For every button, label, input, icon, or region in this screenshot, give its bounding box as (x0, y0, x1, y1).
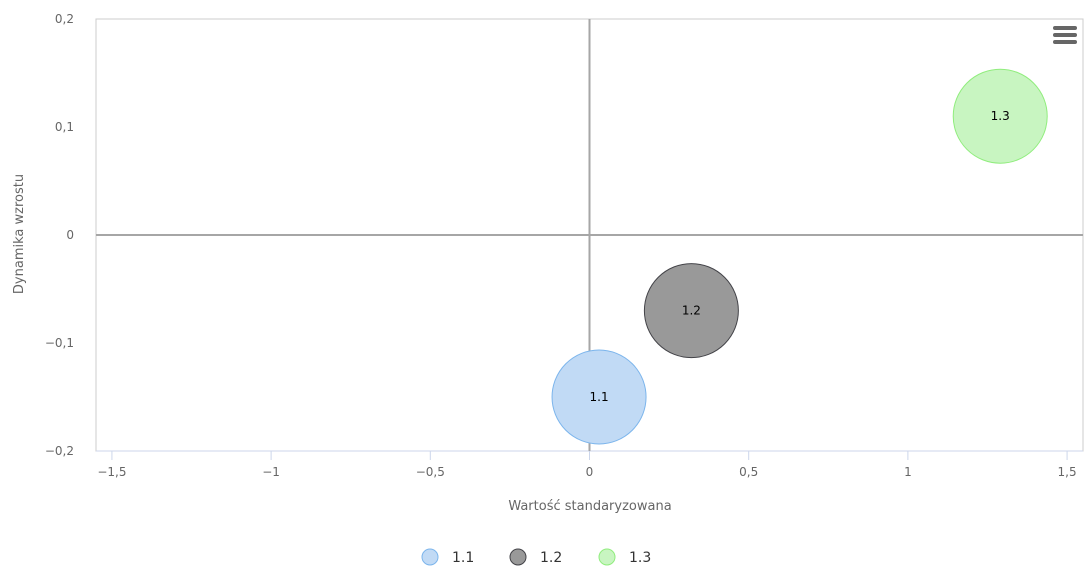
bubble-label: 1.3 (991, 109, 1010, 123)
y-tick-label: 0,2 (55, 12, 74, 26)
legend-item-1-2[interactable]: 1.2 (509, 548, 562, 566)
legend-marker (598, 548, 616, 566)
bubble-circle[interactable] (643, 263, 739, 359)
bubble-circle[interactable] (551, 349, 647, 445)
y-tick-label: −0,2 (45, 444, 74, 458)
x-tick-label: 0,5 (739, 465, 758, 479)
x-tick-label: 1,5 (1058, 465, 1077, 479)
legend-marker (421, 548, 439, 566)
y-tick-label: 0,1 (55, 120, 74, 134)
chart-menu-button[interactable] (1051, 26, 1079, 50)
legend-item-1-1[interactable]: 1.1 (421, 548, 474, 566)
legend-label: 1.1 (452, 550, 474, 566)
bubble-label: 1.1 (590, 390, 609, 404)
x-tick-label: 1 (904, 465, 912, 479)
legend: 1.1 1.2 1.3 (421, 548, 651, 566)
bubble-label: 1.2 (682, 304, 701, 318)
x-tick-label: 0 (586, 465, 594, 479)
legend-label: 1.3 (629, 550, 651, 566)
hamburger-menu-icon (1053, 26, 1077, 30)
y-tick-label: 0 (66, 228, 74, 242)
legend-label: 1.2 (540, 550, 562, 566)
x-tick-label: −1 (262, 465, 280, 479)
y-tick-label: −0,1 (45, 336, 74, 350)
x-axis-title: Wartość standaryzowana (508, 499, 671, 514)
y-axis-title: Dynamika wzrostu (12, 174, 27, 294)
legend-marker (509, 548, 527, 566)
bubble-1-3[interactable]: 1.3 (952, 68, 1048, 164)
legend-item-1-3[interactable]: 1.3 (598, 548, 651, 566)
x-tick-label: −1,5 (97, 465, 126, 479)
bubble-1-1[interactable]: 1.1 (551, 349, 647, 445)
bubble-1-2[interactable]: 1.2 (643, 263, 739, 359)
bubble-circle[interactable] (952, 68, 1048, 164)
x-tick-label: −0,5 (416, 465, 445, 479)
